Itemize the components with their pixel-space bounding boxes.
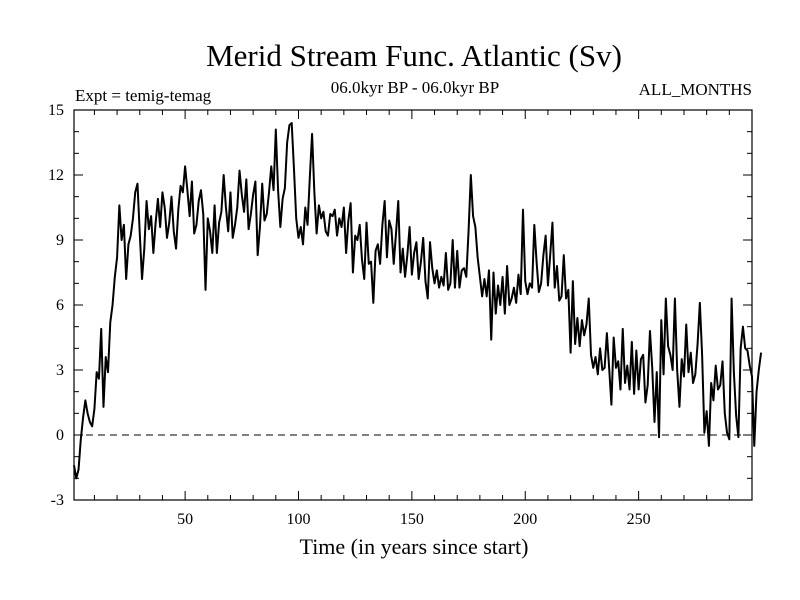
y-tick-label: 9 xyxy=(56,232,64,249)
x-tick-label: 250 xyxy=(627,511,651,528)
y-tick-label: -3 xyxy=(51,492,64,509)
period-label: 06.0kyr BP - 06.0kyr BP xyxy=(331,78,499,97)
x-axis-label: Time (in years since start) xyxy=(300,534,529,559)
y-tick-label: 15 xyxy=(48,102,64,119)
y-tick-label: 0 xyxy=(56,427,64,444)
months-label: ALL_MONTHS xyxy=(639,80,752,99)
plot-frame xyxy=(73,109,753,501)
x-tick-label: 200 xyxy=(513,511,537,528)
experiment-label: Expt = temig-temag xyxy=(75,86,212,105)
chart-title: Merid Stream Func. Atlantic (Sv) xyxy=(206,38,622,73)
x-tick-label: 150 xyxy=(400,511,424,528)
y-tick-label: 6 xyxy=(56,297,64,314)
y-tick-label: 3 xyxy=(56,362,64,379)
x-tick-label: 100 xyxy=(286,511,310,528)
x-tick-label: 50 xyxy=(177,511,193,528)
y-tick-label: 12 xyxy=(48,167,64,184)
series-line xyxy=(73,122,763,480)
